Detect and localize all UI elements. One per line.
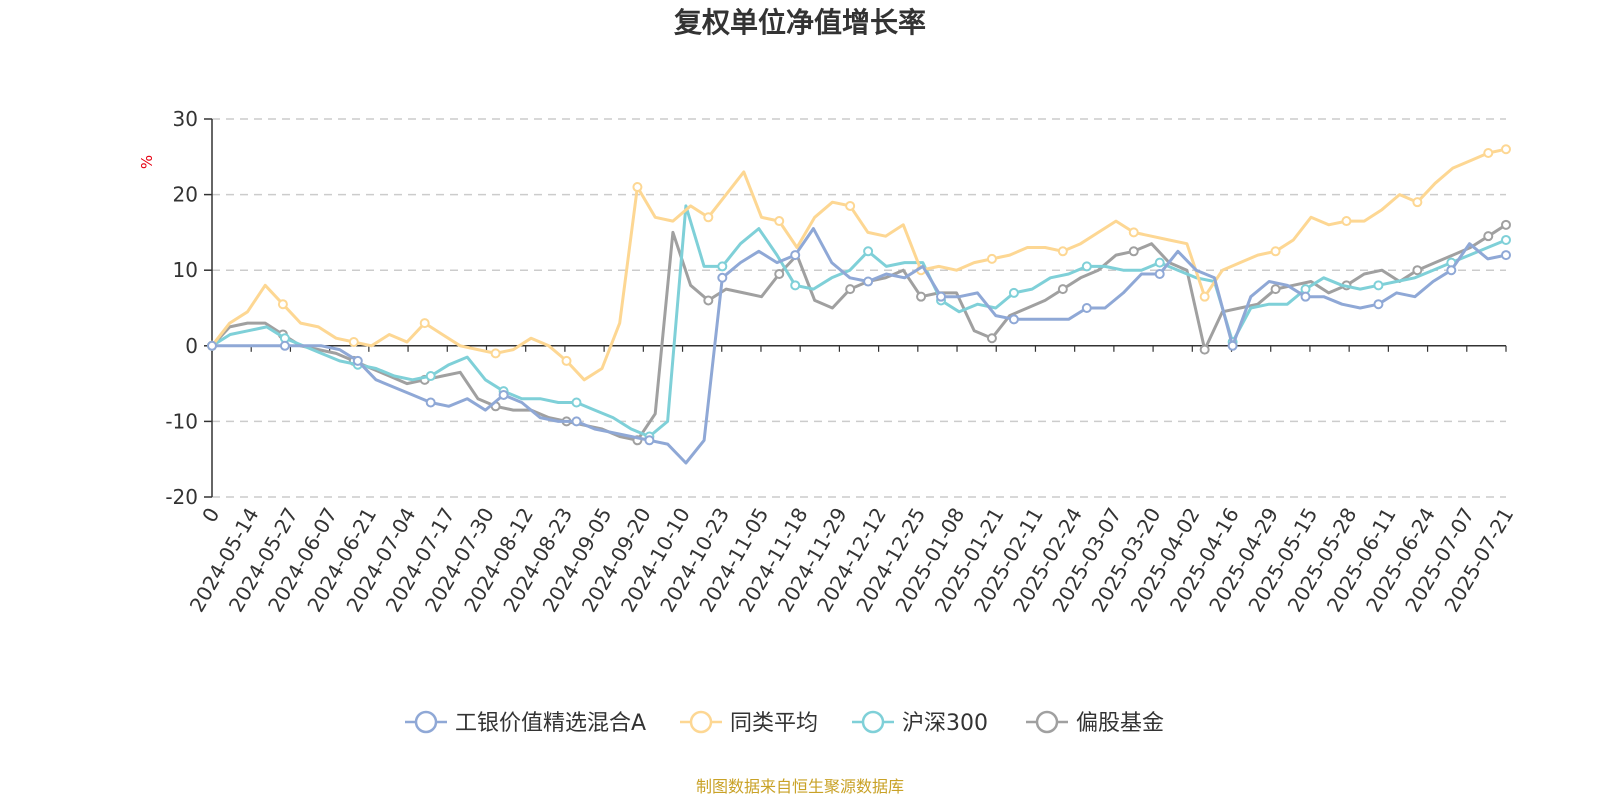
legend-swatch-circle: [1035, 710, 1059, 734]
data-point: [717, 261, 728, 272]
data-point: [863, 246, 874, 257]
data-point: [986, 333, 997, 344]
data-point: [986, 253, 997, 264]
series-line: [211, 204, 1507, 438]
data-point: [1057, 284, 1068, 295]
data-point: [717, 272, 728, 283]
legend-item[interactable]: 沪深300: [852, 710, 988, 736]
series-0: [207, 227, 1511, 465]
y-tick-label: 20: [173, 183, 198, 207]
data-point: [571, 416, 582, 427]
data-point: [703, 212, 714, 223]
data-point: [1446, 265, 1457, 276]
data-point: [1227, 340, 1238, 351]
data-point: [1081, 261, 1092, 272]
y-tick-label: -20: [165, 485, 198, 509]
data-point: [1412, 265, 1423, 276]
y-tick-label: 30: [173, 107, 198, 131]
data-point: [774, 216, 785, 227]
data-point: [845, 200, 856, 211]
data-point: [1483, 148, 1494, 159]
data-point: [1412, 197, 1423, 208]
data-point: [1128, 227, 1139, 238]
data-point: [490, 348, 501, 359]
legend-label: 同类平均: [730, 711, 818, 736]
data-point: [1057, 246, 1068, 257]
data-point: [936, 291, 947, 302]
data-point: [863, 276, 874, 287]
data-point: [1373, 299, 1384, 310]
data-point: [1081, 303, 1092, 313]
data-point: [1154, 268, 1165, 279]
x-tick-label: 0: [197, 504, 224, 527]
series-line: [210, 223, 1507, 442]
legend-swatch-circle: [861, 710, 885, 734]
data-point: [845, 284, 856, 295]
data-point: [571, 397, 582, 408]
data-point: [1501, 219, 1511, 230]
data-point: [644, 435, 655, 446]
data-source-note: 制图数据来自恒生聚源数据库: [696, 777, 904, 796]
data-point: [1008, 314, 1019, 325]
series-2: [207, 204, 1511, 442]
data-point: [1300, 291, 1311, 302]
data-point: [277, 299, 288, 310]
series-1: [207, 144, 1511, 382]
data-point: [1199, 344, 1210, 355]
data-point: [790, 250, 801, 261]
series-3: [207, 219, 1511, 446]
legend-swatch-circle: [414, 710, 438, 734]
legend[interactable]: 工银价值精选混合A 同类平均 沪深300 偏股基金: [405, 710, 1164, 736]
legend-swatch-circle: [689, 710, 713, 734]
grid-lines: [212, 118, 1506, 498]
data-point: [1501, 250, 1511, 261]
data-point: [279, 340, 290, 351]
data-point: [1341, 216, 1352, 227]
data-point: [348, 337, 359, 348]
data-point: [1501, 234, 1511, 245]
data-point: [1154, 257, 1165, 268]
data-point: [352, 355, 363, 366]
data-point: [1270, 284, 1281, 295]
axes: 3020100-10-2002024-05-142024-05-272024-0…: [165, 107, 1518, 616]
legend-label: 工银价值精选混合A: [455, 711, 646, 736]
data-point: [1483, 231, 1494, 242]
data-point: [632, 182, 643, 193]
legend-label: 偏股基金: [1076, 711, 1164, 736]
data-point: [1270, 246, 1281, 257]
legend-item[interactable]: 同类平均: [680, 710, 818, 736]
chart-title: 复权单位净值增长率: [674, 6, 926, 39]
y-tick-label: 10: [173, 258, 198, 282]
data-point: [1008, 287, 1019, 298]
data-point: [207, 340, 217, 351]
y-axis-unit: %: [138, 155, 156, 169]
data-point: [1128, 246, 1139, 257]
data-point: [790, 280, 801, 291]
data-point: [774, 268, 785, 279]
data-point: [419, 318, 430, 329]
data-point: [1501, 144, 1511, 155]
series-lines: [207, 144, 1511, 465]
data-point: [425, 371, 436, 382]
y-tick-label: 0: [185, 334, 198, 358]
data-point: [916, 291, 927, 302]
data-point: [703, 295, 714, 306]
legend-item[interactable]: 偏股基金: [1026, 710, 1164, 736]
data-point: [1373, 280, 1384, 291]
legend-item[interactable]: 工银价值精选混合A: [405, 710, 646, 736]
y-tick-label: -10: [165, 409, 198, 433]
data-point: [425, 397, 436, 408]
data-point: [498, 389, 509, 400]
data-point: [1199, 291, 1210, 302]
data-point: [561, 355, 572, 366]
legend-label: 沪深300: [902, 711, 988, 736]
